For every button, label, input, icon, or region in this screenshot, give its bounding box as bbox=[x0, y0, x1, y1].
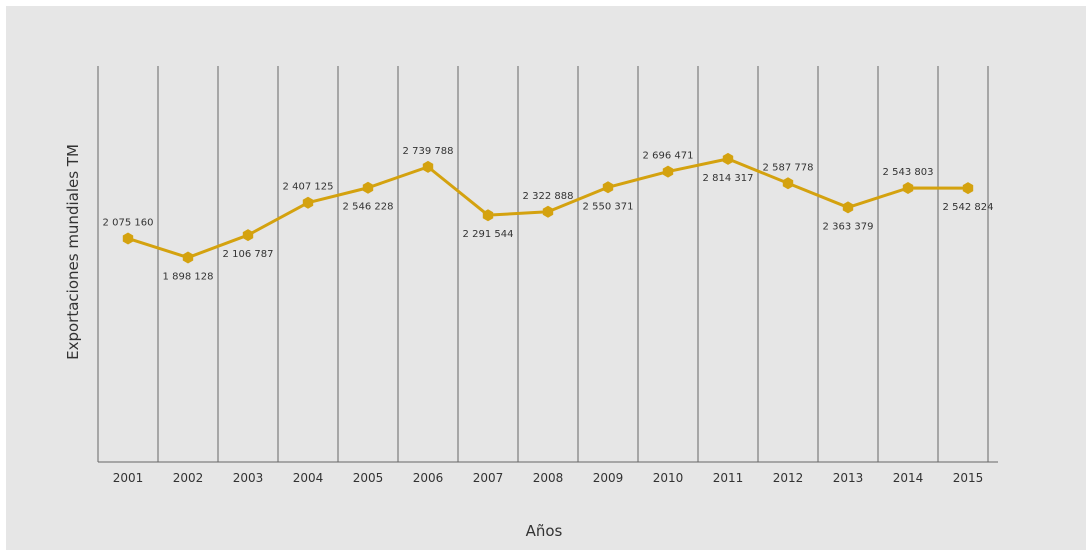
data-label: 2 550 371 bbox=[583, 201, 634, 212]
x-tick-label: 2004 bbox=[293, 471, 324, 485]
x-axis-title: Años bbox=[526, 522, 563, 540]
data-label: 2 407 125 bbox=[283, 182, 334, 193]
data-point bbox=[782, 177, 794, 190]
data-label: 2 696 471 bbox=[643, 151, 694, 162]
grid-lines bbox=[97, 66, 989, 462]
data-label: 2 363 379 bbox=[823, 221, 874, 232]
x-tick-label: 2011 bbox=[713, 471, 744, 485]
data-point bbox=[242, 229, 254, 242]
data-label: 2 075 160 bbox=[103, 217, 154, 228]
data-point bbox=[662, 165, 674, 178]
x-tick-label: 2012 bbox=[773, 471, 804, 485]
data-label: 2 543 803 bbox=[883, 167, 934, 178]
data-point bbox=[722, 152, 734, 165]
x-tick-label: 2007 bbox=[473, 471, 504, 485]
data-point bbox=[602, 181, 614, 194]
x-tick-label: 2010 bbox=[653, 471, 684, 485]
data-label: 2 587 778 bbox=[763, 162, 814, 173]
data-point bbox=[902, 182, 914, 194]
x-tick-label: 2013 bbox=[833, 471, 864, 485]
data-point bbox=[542, 205, 554, 218]
x-tick-label: 2001 bbox=[113, 471, 144, 485]
data-point bbox=[962, 182, 974, 195]
y-axis-title: Exportaciones mundiales TM bbox=[64, 144, 82, 360]
data-point bbox=[122, 232, 134, 245]
data-label: 1 898 128 bbox=[163, 272, 214, 283]
data-label: 2 291 544 bbox=[463, 229, 514, 240]
chart-panel bbox=[6, 6, 1086, 550]
x-tick-label: 2009 bbox=[593, 471, 624, 485]
data-point bbox=[842, 201, 854, 214]
data-point bbox=[362, 181, 374, 194]
x-tick-label: 2014 bbox=[893, 471, 924, 485]
x-tick-label: 2003 bbox=[233, 471, 264, 485]
data-label: 2 546 228 bbox=[343, 202, 394, 213]
data-point bbox=[302, 196, 314, 209]
data-label: 2 106 787 bbox=[223, 249, 274, 260]
data-label: 2 814 317 bbox=[703, 173, 754, 184]
data-point bbox=[422, 160, 434, 173]
data-label: 2 322 888 bbox=[523, 191, 574, 202]
data-point bbox=[182, 251, 194, 264]
data-point bbox=[482, 209, 494, 222]
data-label: 2 739 788 bbox=[403, 146, 454, 157]
x-tick-label: 2002 bbox=[173, 471, 204, 485]
x-tick-label: 2006 bbox=[413, 471, 444, 485]
data-label: 2 542 824 bbox=[943, 202, 994, 213]
data-labels: 2 075 160 1 898 128 2 106 787 2 407 125 2 54… bbox=[103, 146, 994, 283]
x-tick-label: 2008 bbox=[533, 471, 564, 485]
data-points bbox=[122, 152, 974, 264]
x-tick-labels: 2001 2002 2003 2004 2005 2006 2007 2008 2009 2010… bbox=[113, 471, 984, 485]
x-tick-label: 2005 bbox=[353, 471, 384, 485]
x-tick-label: 2015 bbox=[953, 471, 984, 485]
